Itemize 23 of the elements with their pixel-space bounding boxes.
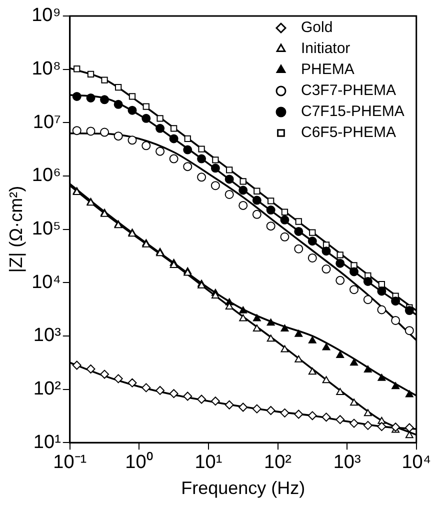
legend-label: C6F5-PHEMA xyxy=(300,124,396,142)
legend-label: PHEMA xyxy=(300,61,354,78)
x-tick-label: 10¹ xyxy=(194,452,222,474)
y-tick-label: 10⁶ xyxy=(32,165,61,186)
x-tick-label: 10⁻¹ xyxy=(53,452,87,474)
y-tick-label: 10⁷ xyxy=(32,112,62,133)
y-tick-label: 10³ xyxy=(33,325,61,346)
y-tick-label: 10⁵ xyxy=(32,218,61,240)
legend-label: C7F15-PHEMA xyxy=(300,103,404,120)
y-tick-label: 10¹ xyxy=(33,432,61,453)
y-tick-label: 10⁹ xyxy=(32,5,61,26)
x-tick-label: 10³ xyxy=(333,452,361,474)
y-tick-label: 10⁸ xyxy=(32,58,61,80)
legend-label: Initiator xyxy=(300,40,350,58)
y-axis-title: |Z| (Ω·cm²) xyxy=(6,186,26,273)
legend-label: C3F7-PHEMA xyxy=(300,82,396,100)
y-tick-label: 10² xyxy=(33,378,61,400)
x-tick-label: 10⁰ xyxy=(125,451,154,474)
x-axis-title: Frequency (Hz) xyxy=(181,478,306,498)
legend-label: Gold xyxy=(300,19,333,36)
x-tick-label: 10² xyxy=(264,452,292,474)
x-tick-label: 10⁴ xyxy=(402,452,432,474)
y-tick-label: 10⁴ xyxy=(32,272,61,293)
